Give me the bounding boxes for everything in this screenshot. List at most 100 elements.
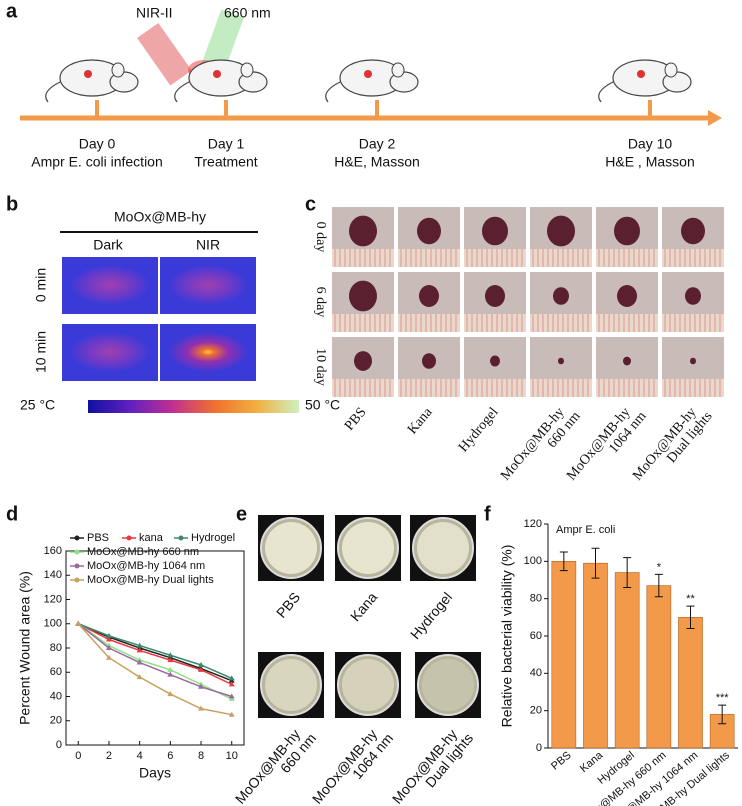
event-detail: Treatment	[194, 154, 257, 170]
ruler	[530, 379, 592, 397]
error-bar	[623, 557, 632, 588]
point	[136, 674, 143, 680]
beam-nir	[137, 23, 192, 86]
y-axis-label: Percent Wound area (%)	[17, 571, 33, 725]
colonies	[265, 522, 317, 574]
mouse-ear	[240, 62, 254, 78]
wound	[681, 217, 705, 245]
point	[167, 691, 174, 697]
axes	[547, 524, 738, 749]
plate-label: Kana	[347, 589, 380, 624]
thermal-body	[168, 265, 248, 305]
annotation: Ampr E. coli	[556, 524, 615, 536]
legend-marker	[126, 535, 132, 541]
photo-column: Kana	[405, 404, 436, 437]
panel-label: f	[484, 503, 491, 525]
point	[228, 711, 235, 717]
wound	[417, 217, 441, 245]
wound	[349, 280, 377, 312]
ruler	[530, 249, 592, 267]
wound	[482, 216, 508, 246]
thermal-row: 10 min	[33, 331, 49, 373]
panel-label: e	[236, 503, 247, 525]
event-day: Day 0	[79, 136, 116, 152]
y-tick-label: 0	[56, 739, 62, 751]
y-axis-label: Relative bacterial viability (%)	[499, 545, 515, 728]
wound	[690, 357, 696, 365]
wound	[354, 351, 372, 371]
thermal-column: Dark	[93, 237, 124, 253]
point	[167, 671, 174, 677]
event-detail: Ampr E. coli infection	[31, 154, 163, 170]
y-tick-label: 160	[44, 545, 62, 557]
ruler	[662, 314, 724, 332]
y-tick-label: 140	[44, 569, 62, 581]
x-tick-label: 8	[198, 750, 204, 762]
ruler	[530, 314, 592, 332]
ruler	[398, 379, 460, 397]
y-tick-label: 80	[50, 642, 62, 654]
legend-label: MoOx@MB-hy Dual lights	[87, 574, 214, 586]
bar	[646, 585, 672, 749]
mouse-tail	[598, 81, 614, 103]
x-tick-label: 4	[137, 750, 143, 762]
point	[198, 705, 205, 711]
y-tick-label: 100	[524, 555, 542, 567]
ruler	[596, 249, 658, 267]
y-tick-label: 60	[530, 630, 542, 642]
beam-label: NIR-II	[136, 5, 173, 21]
series-line	[77, 623, 232, 698]
y-tick-label: 100	[44, 618, 62, 630]
ruler	[596, 314, 658, 332]
y-tick-label: 60	[50, 666, 62, 678]
x-tick-label: 0	[75, 750, 81, 762]
wound	[419, 285, 439, 307]
event-day: Day 1	[208, 136, 245, 152]
ruler	[332, 314, 394, 332]
significance: *	[657, 561, 662, 573]
point	[228, 693, 235, 699]
photo-row: 0 day	[313, 222, 328, 253]
error-bar	[591, 547, 600, 579]
x-axis-label: Days	[139, 765, 171, 781]
wound	[349, 215, 377, 247]
significance: ***	[716, 692, 730, 704]
point	[105, 632, 112, 638]
x-tick-label: 10	[226, 750, 238, 762]
wound	[485, 285, 505, 307]
mouse-ear	[664, 62, 678, 78]
point	[198, 661, 205, 667]
event-day: Day 10	[628, 136, 673, 152]
x-tick-label: PBS	[549, 749, 574, 772]
series-line	[78, 623, 233, 680]
panel-label: c	[305, 193, 316, 215]
point	[136, 647, 143, 653]
mouse-ear	[111, 62, 125, 78]
point	[75, 620, 82, 626]
thermal-title: MoOx@MB-hy	[114, 209, 206, 225]
event-day: Day 2	[359, 136, 396, 152]
error-bar	[654, 573, 663, 598]
scale-label: 25 °C	[20, 397, 55, 413]
bar	[678, 617, 703, 749]
panel-label: d	[6, 503, 18, 525]
photo-column: PBS	[342, 405, 370, 434]
y-tick-label: 20	[50, 715, 62, 727]
mouse-tail	[174, 81, 190, 103]
event-detail: H&E , Masson	[605, 154, 694, 170]
colonies	[265, 659, 317, 711]
beam-label: 660 nm	[224, 5, 271, 21]
y-tick-label: 40	[50, 690, 62, 702]
point	[105, 636, 112, 642]
x-tick-label: 6	[167, 750, 173, 762]
significance: **	[686, 593, 695, 605]
legend-marker	[74, 563, 80, 569]
series-line	[77, 623, 233, 686]
wound	[614, 216, 640, 246]
legend-label: kana	[139, 532, 164, 544]
legend-label: PBS	[87, 532, 109, 544]
point	[105, 654, 112, 660]
point	[167, 657, 174, 663]
colonies	[342, 522, 394, 574]
x-tick-label: Kana	[578, 749, 606, 775]
